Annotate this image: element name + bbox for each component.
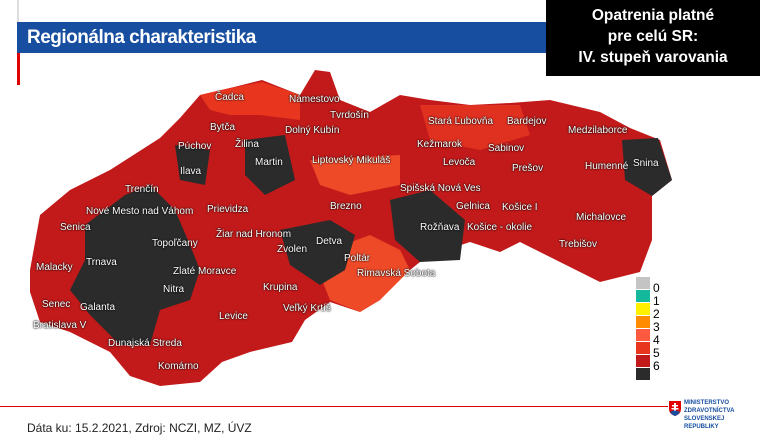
region-level6-dark: [622, 138, 672, 196]
accent-bar: [17, 53, 20, 85]
legend-label: 3: [653, 320, 660, 334]
coat-of-arms-icon: [669, 401, 681, 416]
district-label: Topoľčany: [152, 238, 198, 249]
district-label: Medzilaborce: [568, 125, 628, 136]
district-label: Kežmarok: [417, 139, 463, 150]
district-label: Trebišov: [559, 239, 597, 250]
legend-swatch: [636, 329, 650, 341]
measures-notice: Opatrenia platné pre celú SR: IV. stupeň…: [546, 0, 760, 76]
region-level6-dark: [175, 145, 210, 185]
region-level4: [310, 155, 400, 195]
district-label: Košice - okolie: [467, 222, 533, 233]
legend-label: 4: [653, 333, 660, 347]
notice-line: IV. stupeň varovania: [578, 49, 728, 66]
district-label: Dunajská Streda: [108, 338, 182, 349]
district-label: Nové Mesto nad Váhom: [86, 206, 194, 217]
district-label: Žiar nad Hronom: [216, 229, 292, 240]
district-label: Žilina: [235, 139, 259, 150]
district-label: Čadca: [215, 92, 244, 103]
district-label: Trenčín: [125, 184, 159, 195]
district-label: Snina: [633, 158, 659, 169]
title-bar: Regionálna charakteristika: [17, 22, 547, 53]
color-legend: 0 1 2 3 4 5 6: [636, 277, 660, 381]
region-level6-dark: [245, 135, 295, 195]
district-label: Rožňava: [420, 222, 460, 233]
district-label: Tvrdošín: [330, 110, 369, 121]
district-label: Humenné: [585, 161, 629, 172]
district-label: Púchov: [178, 141, 212, 152]
district-label: Spišská Nová Ves: [400, 183, 481, 194]
legend-label: 0: [653, 281, 660, 295]
district-label: Senica: [60, 222, 91, 233]
district-label: Liptovský Mikuláš: [312, 155, 391, 166]
district-label: Bardejov: [507, 116, 547, 127]
district-label: Malacky: [36, 262, 73, 273]
legend-label: 5: [653, 346, 660, 360]
district-label: Ilava: [180, 166, 202, 177]
district-label: Komárno: [158, 361, 199, 372]
district-label: Prievidza: [207, 204, 249, 215]
legend-label: 2: [653, 307, 660, 321]
district-label: Gelnica: [456, 201, 490, 212]
district-label: Nitra: [163, 284, 185, 295]
district-label: Košice I: [502, 202, 538, 213]
district-label: Sabinov: [488, 143, 525, 154]
ministry-logo: MINISTERSTVO ZDRAVOTNÍCTVA SLOVENSKEJ RE…: [668, 398, 760, 430]
district-label: Prešov: [512, 163, 544, 174]
district-label: Zvolen: [277, 244, 308, 255]
district-label: Zlaté Moravce: [173, 266, 237, 277]
district-label: Krupina: [263, 282, 298, 293]
district-label: Bytča: [210, 122, 236, 133]
district-label: Dolný Kubín: [285, 125, 340, 136]
district-label: Námestovo: [289, 94, 340, 105]
notice-line: Opatrenia platné: [591, 7, 715, 24]
district-label: Levoča: [443, 157, 476, 168]
region-level6-dark: [70, 185, 200, 345]
legend-swatch: [636, 277, 650, 289]
legend-swatch: [636, 342, 650, 354]
decor-line: [17, 0, 19, 22]
notice-line: pre celú SR:: [607, 28, 699, 45]
district-label: Rimavská Sobota: [357, 268, 436, 279]
logo-line: MINISTERSTVO: [684, 400, 730, 406]
district-label: Poltár: [344, 253, 371, 264]
page-title: Regionálna charakteristika: [27, 27, 256, 48]
district-label: Trnava: [86, 257, 117, 268]
data-source: Dáta ku: 15.2.2021, Zdroj: NCZI, MZ, ÚVZ: [27, 421, 252, 435]
legend-label: 1: [653, 294, 660, 308]
legend-swatch: [636, 290, 650, 302]
footer-divider: [0, 406, 760, 407]
district-label: Bratislava V: [33, 320, 87, 331]
district-label: Galanta: [80, 302, 116, 313]
district-label: Stará Ľubovňa: [428, 116, 494, 127]
legend-swatch: [636, 355, 650, 367]
legend-swatch: [636, 303, 650, 315]
logo-line: ZDRAVOTNÍCTVA: [684, 408, 735, 414]
district-label: Veľký Krtíš: [283, 303, 331, 314]
district-label: Senec: [42, 299, 71, 310]
legend-swatch: [636, 368, 650, 380]
legend-swatch: [636, 316, 650, 328]
region-level6-dark: [390, 190, 465, 262]
region-level5: [420, 105, 530, 150]
logo-line: SLOVENSKEJ REPUBLIKY: [684, 416, 725, 430]
district-label: Detva: [316, 236, 343, 247]
district-label: Michalovce: [576, 212, 627, 223]
district-label: Levice: [219, 311, 248, 322]
legend-label: 6: [653, 359, 660, 373]
district-label: Brezno: [330, 201, 362, 212]
district-label: Martin: [255, 157, 283, 168]
region-level6-dark: [280, 220, 355, 285]
region-level5: [200, 82, 300, 120]
